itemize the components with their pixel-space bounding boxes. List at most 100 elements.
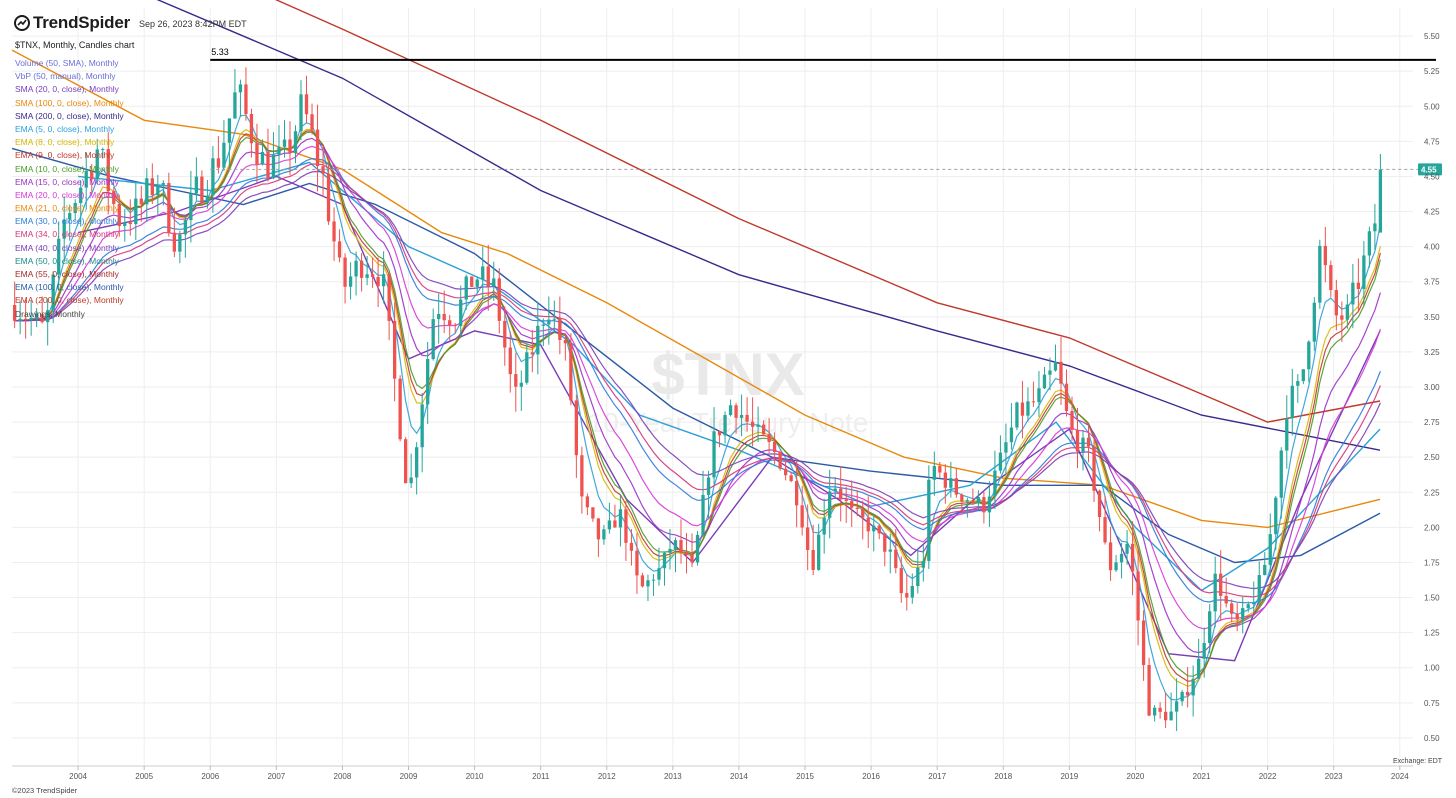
candle-body — [910, 586, 914, 598]
legend-item[interactable]: EMA (21, 0, close), Monthly — [15, 203, 119, 214]
candle-body — [899, 568, 903, 594]
legend-item[interactable]: EMA (40, 0, close), Monthly — [15, 242, 119, 253]
candle-body — [1119, 553, 1124, 563]
candle-body — [1241, 608, 1245, 620]
candle-body — [315, 129, 320, 167]
candles — [12, 67, 1383, 732]
legend-item[interactable]: EMA (30, 0, close), Monthly — [15, 216, 119, 227]
candle-body — [194, 176, 199, 194]
candle-body — [817, 534, 821, 570]
candle-body — [1042, 374, 1047, 389]
candle-body — [1296, 381, 1300, 386]
candle-body — [987, 496, 992, 513]
x-tick-label: 2022 — [1259, 772, 1277, 781]
candle-body — [222, 142, 226, 168]
legend-item[interactable]: Drawings, Monthly — [15, 308, 85, 319]
candle-body — [552, 318, 556, 320]
legend-item[interactable]: EMA (9, 0, close), Monthly — [15, 150, 115, 161]
candle-body — [343, 257, 347, 287]
legend-item[interactable]: EMA (100, 0, close), Monthly — [15, 282, 124, 293]
candle-body — [1070, 410, 1074, 430]
ema-line — [14, 145, 1381, 630]
candle-body — [894, 549, 898, 569]
candle-body — [728, 405, 733, 416]
legend-item[interactable]: EMA (8, 0, close), Monthly — [15, 137, 115, 148]
x-tick-label: 2020 — [1127, 772, 1145, 781]
candle-body — [1169, 711, 1173, 721]
ma-line — [11, 147, 1381, 564]
legend-item[interactable]: EMA (50, 0, close), Monthly — [15, 255, 119, 266]
legend-item[interactable]: VbP (50, manual), Monthly — [15, 71, 116, 82]
candle-body — [855, 507, 859, 509]
candle-body — [640, 575, 645, 587]
candle-body — [249, 113, 254, 144]
candle-body — [883, 533, 887, 552]
candle-body — [481, 266, 485, 280]
candle-body — [90, 170, 94, 180]
candle-body — [1301, 369, 1305, 382]
ema-line — [14, 170, 1381, 590]
legend-item[interactable]: SMA (200, 0, close), Monthly — [15, 110, 124, 121]
candle-body — [938, 466, 942, 473]
legend-item[interactable]: SMA (20, 0, close), Monthly — [15, 84, 119, 95]
candle-body — [569, 343, 573, 401]
y-tick-label: 5.25 — [1424, 67, 1440, 76]
candle-body — [1235, 613, 1239, 620]
legend-item[interactable]: EMA (10, 0, close), Monthly — [15, 163, 119, 174]
legend-item[interactable]: EMA (5, 0, close), Monthly — [15, 123, 115, 134]
candle-body — [932, 466, 936, 480]
y-tick-label: 1.00 — [1424, 664, 1440, 673]
legend-item[interactable]: SMA (100, 0, close), Monthly — [15, 97, 124, 108]
candle-body — [62, 219, 66, 239]
candle-body — [426, 359, 430, 405]
horizontal-line-drawing[interactable]: 5.33 — [210, 47, 1436, 61]
candle-body — [1020, 402, 1025, 416]
x-axis[interactable]: 2004 2005 2006 2007 2008 2009 2010 2011 2012 2013… — [12, 765, 1413, 781]
candle-body — [1191, 678, 1195, 696]
candle-body — [1274, 497, 1278, 535]
candle-body — [943, 472, 947, 488]
candle-body — [673, 540, 678, 550]
timestamp: Sep 26, 2023 8:42PM EDT — [139, 19, 247, 29]
candle-body — [497, 278, 501, 321]
candle-body — [1268, 534, 1272, 565]
candle-body — [1378, 169, 1383, 233]
candle-body — [68, 213, 72, 220]
candle-body — [150, 178, 154, 196]
candle-body — [998, 452, 1003, 471]
candle-body — [244, 84, 248, 114]
x-tick-label: 2021 — [1193, 772, 1211, 781]
x-tick-label: 2018 — [994, 772, 1012, 781]
y-tick-label: 1.25 — [1424, 629, 1440, 638]
legend-item[interactable]: Volume (50, SMA), Monthly — [15, 58, 119, 68]
y-tick-label: 2.50 — [1424, 453, 1440, 462]
legend-item[interactable]: EMA (34, 0, close), Monthly — [15, 229, 119, 240]
y-tick-label: 4.00 — [1424, 243, 1440, 252]
y-tick-label: 0.75 — [1424, 699, 1440, 708]
candle-body — [189, 193, 193, 221]
candle-body — [216, 158, 221, 168]
candle-body — [332, 221, 336, 242]
candle-body — [1213, 573, 1217, 612]
candle-body — [596, 518, 601, 540]
legend-item[interactable]: EMA (20, 0, close), Monthly — [15, 189, 119, 200]
candle-body — [299, 94, 303, 132]
candle-body — [861, 508, 865, 518]
candle-body — [651, 579, 656, 581]
candle-body — [657, 568, 661, 580]
legend-item[interactable]: EMA (15, 0, close), Monthly — [15, 176, 119, 187]
candle-body — [73, 203, 77, 214]
y-axis[interactable]: 0.50 0.75 1.00 1.25 1.50 1.75 2.00 2.25 2.50 2.75… — [1424, 32, 1440, 743]
legend-item[interactable]: EMA (200, 0, close), Monthly — [15, 295, 124, 306]
legend-item[interactable]: EMA (55, 0, close), Monthly — [15, 269, 119, 279]
candle-body — [668, 549, 672, 553]
chart-grid — [12, 8, 1413, 766]
candle-body — [1208, 611, 1212, 644]
copyright-footer: ©2023 TrendSpider — [12, 786, 78, 795]
candle-body — [1092, 446, 1096, 491]
candle-body — [271, 154, 276, 179]
x-tick-label: 2016 — [862, 772, 880, 781]
logo-text: TrendSpider — [33, 13, 130, 32]
candle-body — [563, 340, 568, 344]
